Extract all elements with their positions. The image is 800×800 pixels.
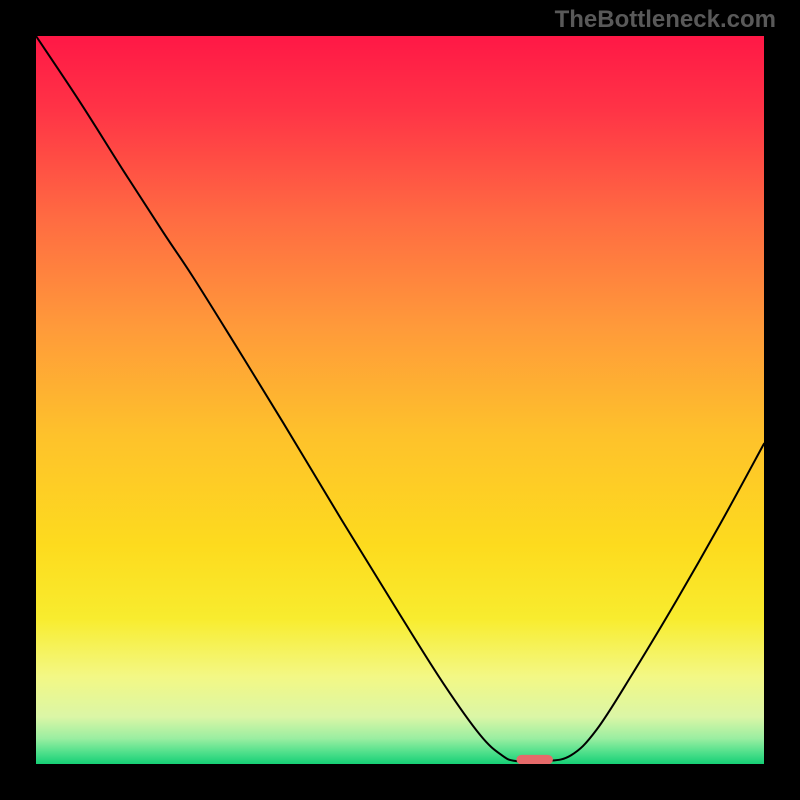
chart-root: TheBottleneck.com [0,0,800,800]
optimal-marker [516,755,552,764]
gradient-background [36,36,764,764]
watermark-text: TheBottleneck.com [555,6,776,34]
plot-area [36,36,764,764]
